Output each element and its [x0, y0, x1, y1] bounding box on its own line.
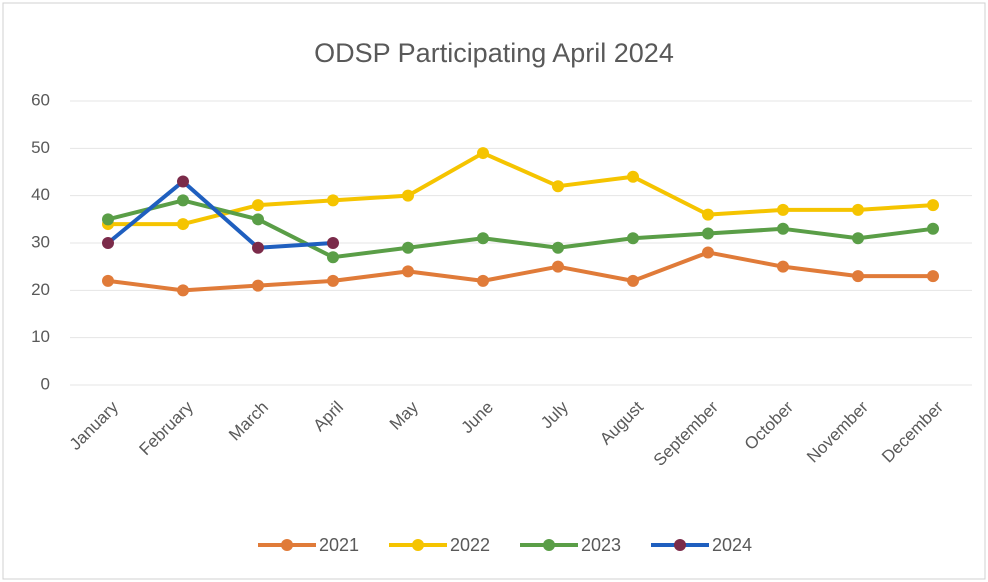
y-tick-label: 20	[31, 280, 50, 299]
data-point	[552, 241, 564, 254]
data-point	[852, 232, 864, 245]
data-point	[702, 227, 714, 240]
data-point	[102, 237, 114, 249]
data-point	[627, 274, 639, 287]
legend-label: 2023	[581, 535, 621, 555]
data-point	[102, 274, 114, 287]
data-point	[477, 147, 489, 160]
data-point	[252, 213, 264, 226]
data-point	[327, 251, 339, 264]
legend-label: 2022	[450, 535, 490, 555]
data-point	[177, 218, 189, 231]
data-point	[852, 203, 864, 216]
data-point	[477, 232, 489, 245]
legend-marker	[543, 539, 555, 551]
y-tick-label: 10	[31, 327, 50, 346]
data-point	[627, 170, 639, 183]
legend-marker	[674, 539, 686, 551]
series-line	[107, 250, 933, 293]
data-point	[102, 213, 114, 226]
data-point	[477, 274, 489, 287]
data-point	[702, 246, 714, 259]
y-tick-label: 0	[41, 374, 50, 393]
data-point	[702, 208, 714, 221]
series-line	[106, 179, 334, 250]
legend-item: 2021	[258, 535, 359, 555]
data-point	[777, 222, 789, 235]
data-point	[252, 279, 264, 292]
legend-item: 2024	[651, 535, 752, 555]
data-point	[327, 274, 339, 287]
series-line	[107, 198, 934, 260]
data-point	[177, 284, 189, 297]
legend-item: 2023	[520, 535, 621, 555]
legend-label: 2021	[319, 535, 359, 555]
data-point	[177, 194, 189, 207]
y-tick-label: 50	[31, 138, 50, 157]
data-point	[777, 203, 789, 216]
data-point	[177, 175, 189, 188]
data-point	[552, 180, 564, 193]
legend-marker	[281, 539, 293, 551]
chart-title: ODSP Participating April 2024	[314, 38, 674, 68]
series-line	[108, 151, 934, 227]
data-point	[252, 241, 264, 254]
legend-marker	[412, 539, 424, 551]
data-point	[927, 199, 939, 212]
data-point	[402, 265, 414, 278]
data-point	[252, 199, 264, 212]
data-point	[927, 270, 939, 283]
legend-item: 2022	[389, 535, 490, 555]
data-point	[327, 237, 339, 249]
data-point	[927, 222, 939, 235]
y-tick-label: 40	[31, 185, 50, 204]
data-point	[327, 194, 339, 207]
data-point	[402, 241, 414, 254]
data-point	[852, 270, 864, 283]
data-point	[552, 260, 564, 273]
data-point	[777, 260, 789, 273]
data-point	[627, 232, 639, 245]
legend-label: 2024	[712, 535, 752, 555]
y-tick-label: 60	[31, 90, 50, 109]
y-tick-label: 30	[31, 232, 50, 251]
data-point	[402, 189, 414, 202]
